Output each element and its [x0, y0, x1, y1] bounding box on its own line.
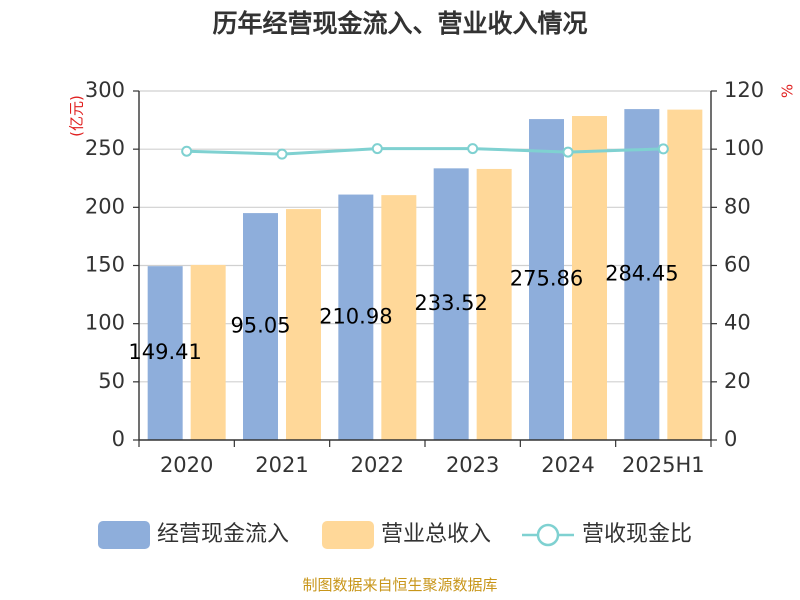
- right-axis-tick-label: 100: [724, 136, 764, 160]
- left-axis-tick-label: 250: [85, 136, 125, 160]
- data-labels-layer: 149.41 95.05 210.98 233.52 275.86 284.45: [128, 262, 678, 365]
- data-label-cash-inflow: 210.98: [319, 304, 392, 328]
- data-label-cash-inflow: 95.05: [230, 314, 290, 338]
- ratio-point: [276, 148, 288, 160]
- right-axis-tick-label: 120: [724, 78, 764, 102]
- right-axis-tick-label: 60: [724, 253, 751, 277]
- legend-marker-ratio: [536, 523, 560, 547]
- ratio-point: [371, 143, 383, 155]
- bar-cash-inflow: [624, 109, 660, 440]
- bar-cash-inflow: [529, 119, 564, 441]
- bar-revenue: [667, 109, 703, 440]
- bar-revenue: [476, 168, 512, 440]
- data-label-cash-inflow: 275.86: [510, 267, 583, 291]
- left-axis-tick-label: 50: [98, 369, 125, 393]
- bar-revenue: [190, 264, 226, 440]
- bar-cash-inflow: [433, 168, 469, 441]
- ratio-line-layer: [181, 143, 669, 160]
- bar-cash-inflow: [243, 213, 278, 440]
- x-axis-tick-label: 2021: [255, 453, 308, 477]
- right-axis-unit: %: [779, 84, 797, 98]
- bar-cash-inflow: [147, 266, 183, 440]
- x-axis-tick-label: 2025H1: [622, 453, 705, 477]
- ratio-point: [657, 143, 669, 155]
- right-axis-tick-label: 0: [724, 427, 737, 451]
- legend-label-revenue: 营业总收入: [381, 522, 491, 547]
- bars-layer: [147, 109, 703, 441]
- legend-label-ratio: 营收现金比: [582, 522, 692, 547]
- bar-revenue: [286, 209, 321, 440]
- legend: 经营现金流入 营业总收入 营收现金比: [98, 521, 692, 549]
- left-axis-tick-label: 200: [85, 194, 125, 218]
- chart-title: 历年经营现金流入、营业收入情况: [212, 9, 587, 38]
- x-axis-tick-label: 2023: [446, 453, 499, 477]
- left-axis-tick-label: 300: [85, 78, 125, 102]
- bar-revenue: [572, 116, 607, 441]
- right-axis-tick-label: 80: [724, 194, 751, 218]
- right-axis-tick-label: 20: [724, 369, 751, 393]
- ratio-point: [562, 146, 574, 158]
- legend-swatch-cash-inflow: [98, 521, 150, 549]
- data-label-cash-inflow: 233.52: [414, 291, 487, 315]
- data-label-cash-inflow: 284.45: [605, 262, 678, 286]
- x-axis-tick-label: 2024: [541, 453, 594, 477]
- ratio-point: [181, 145, 193, 157]
- bar-cash-inflow: [338, 194, 374, 440]
- axes-layer: 0 50 100 150 200 250 300 0 20 40 60 80 100 120 2020 202…: [85, 78, 764, 477]
- left-axis-tick-label: 0: [112, 427, 125, 451]
- bar-revenue: [381, 195, 417, 440]
- source-note: 制图数据来自恒生聚源数据库: [302, 576, 497, 594]
- legend-label-cash-inflow: 经营现金流入: [157, 522, 289, 547]
- right-axis-tick-label: 40: [724, 311, 751, 335]
- ratio-line: [186, 147, 664, 156]
- legend-swatch-revenue: [322, 521, 374, 549]
- ratio-point: [467, 143, 479, 155]
- data-label-cash-inflow: 149.41: [128, 340, 201, 364]
- left-axis-tick-label: 100: [85, 311, 125, 335]
- left-axis-tick-label: 150: [85, 253, 125, 277]
- x-axis-tick-label: 2022: [351, 453, 404, 477]
- x-axis-tick-label: 2020: [160, 453, 213, 477]
- left-axis-unit: (亿元): [68, 95, 86, 137]
